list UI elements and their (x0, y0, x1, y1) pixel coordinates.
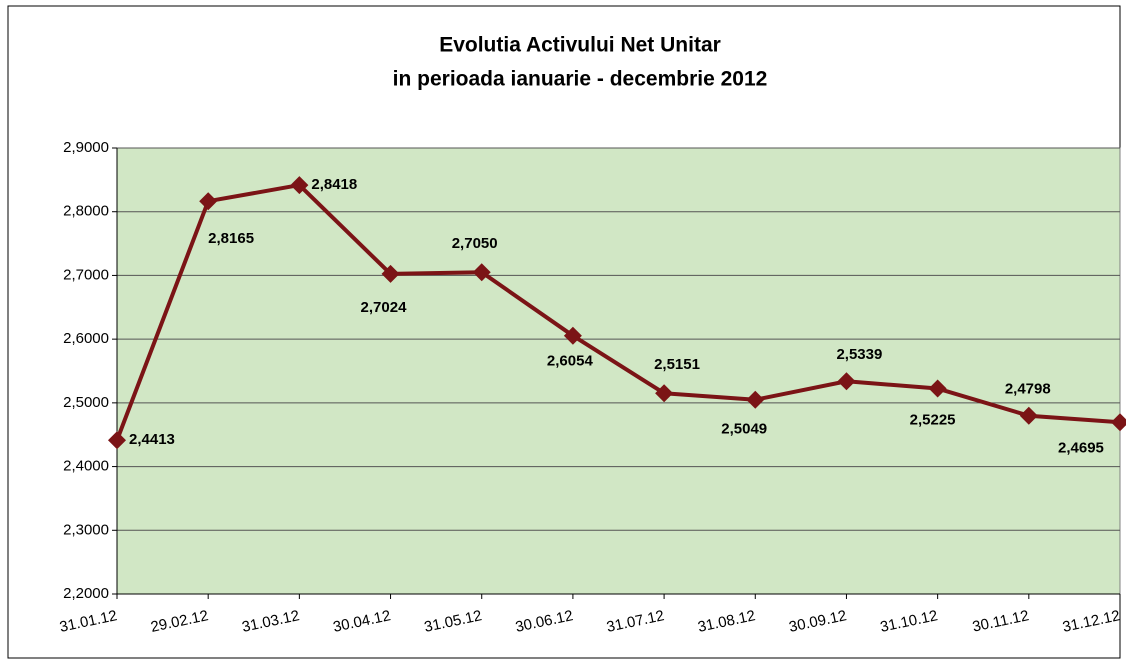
marker (928, 379, 947, 398)
marker (290, 176, 309, 195)
marker (108, 431, 126, 450)
data-label: 2,7050 (452, 235, 498, 252)
data-label: 2,5339 (836, 346, 882, 363)
chart-title: Evolutia Activului Net Unitar (439, 34, 721, 57)
y-tick-label: 2,3000 (63, 521, 109, 538)
marker (655, 384, 674, 403)
y-tick-label: 2,6000 (63, 330, 109, 347)
data-label: 2,6054 (547, 353, 594, 370)
marker (1019, 406, 1038, 425)
marker (381, 264, 400, 283)
y-tick-label: 2,9000 (63, 139, 109, 156)
data-label: 2,5225 (910, 411, 956, 428)
y-tick-label: 2,4000 (63, 458, 109, 475)
marker (837, 372, 856, 391)
y-tick-label: 2,2000 (63, 585, 109, 602)
data-label: 2,8165 (208, 230, 254, 247)
y-tick-label: 2,5000 (63, 394, 109, 411)
data-label: 2,4695 (1058, 439, 1104, 456)
data-label: 2,8418 (311, 176, 357, 193)
chart-subtitle: in perioada ianuarie - decembrie 2012 (393, 68, 768, 91)
marker (746, 390, 765, 409)
marker (199, 192, 218, 211)
plot-area (116, 147, 1121, 595)
y-tick-label: 2,8000 (63, 203, 109, 220)
data-label: 2,4798 (1005, 381, 1051, 398)
marker (563, 326, 582, 345)
line (115, 183, 1121, 441)
data-label: 2,5049 (721, 421, 767, 438)
data-label: 2,4413 (129, 431, 175, 448)
marker (472, 263, 491, 282)
y-tick-label: 2,7000 (63, 266, 109, 283)
data-label: 2,7024 (361, 299, 408, 316)
data-label: 2,5151 (654, 356, 700, 373)
marker (1111, 413, 1126, 432)
